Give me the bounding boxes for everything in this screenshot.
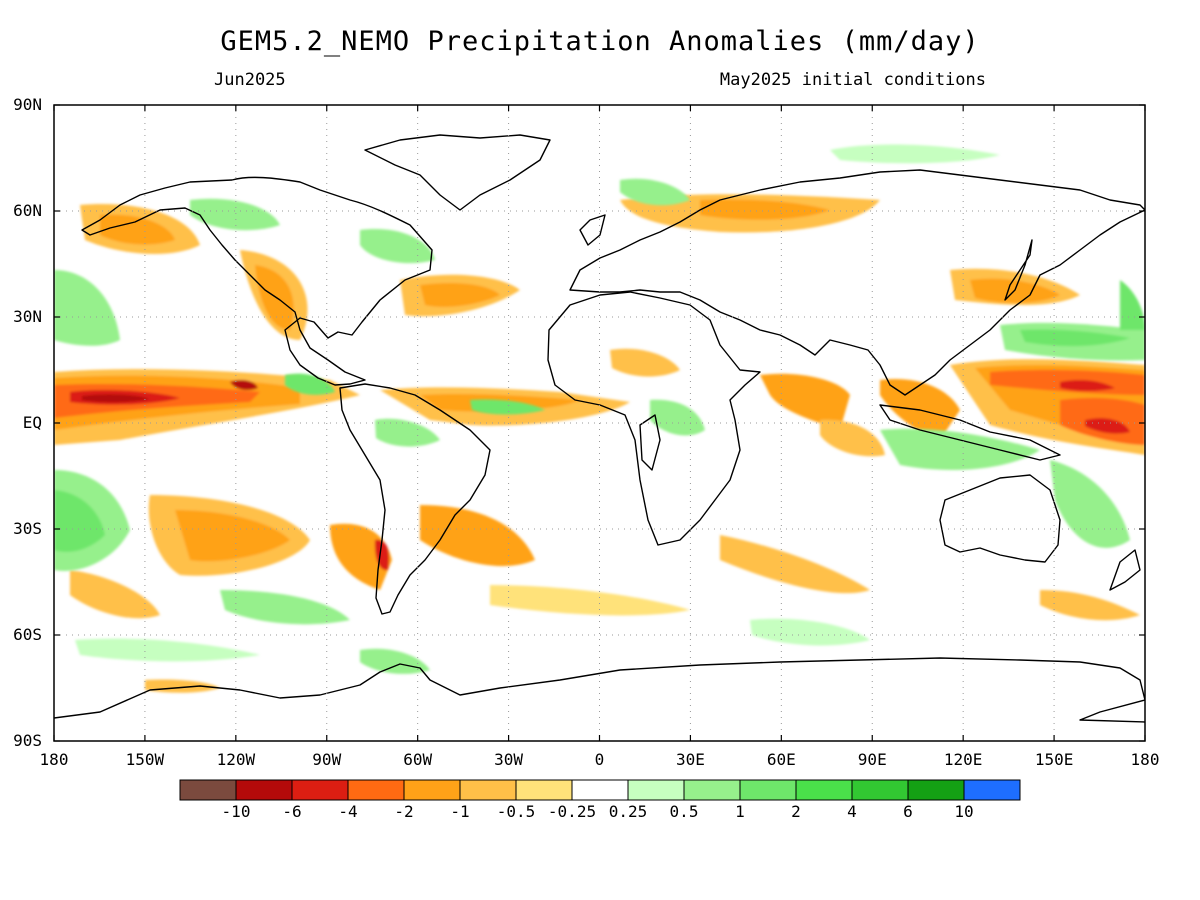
initial-conditions: May2025 initial conditions — [719, 70, 986, 90]
colorbar-tick-label: 10 — [954, 802, 974, 821]
colorbar-tick-label: 4 — [847, 802, 857, 821]
lat-label: 90S — [13, 731, 42, 750]
negative-anomalies — [54, 194, 1145, 693]
colorbar-tick-label: -4 — [338, 802, 358, 821]
colorbar-swatch — [907, 779, 965, 801]
axis-ticks — [53, 104, 1146, 742]
colorbar-tick-label: -10 — [221, 802, 251, 821]
chart-title: GEM5.2_NEMO Precipitation Anomalies (mm/… — [220, 26, 980, 57]
colorbar-swatch — [683, 779, 741, 801]
lon-label: 180 — [1130, 750, 1160, 769]
lon-label: 60W — [403, 750, 433, 769]
colorbar-swatch — [963, 779, 1021, 801]
new-zealand-coast — [1109, 549, 1141, 591]
colorbar-tick-label: -0.5 — [496, 802, 536, 821]
lon-label: 120E — [943, 750, 983, 769]
eurasia-coast — [569, 169, 1145, 396]
coastlines — [54, 134, 1145, 723]
lat-label: 30N — [13, 307, 42, 326]
lon-label: 120W — [216, 750, 256, 769]
colorbar-tick-label: -0.25 — [547, 802, 597, 821]
colorbar-tick-label: 2 — [791, 802, 801, 821]
colorbar-swatch — [739, 779, 797, 801]
anomaly-field — [54, 134, 1145, 723]
lat-label: 60N — [13, 201, 42, 220]
lon-label: 30E — [675, 750, 705, 769]
colorbar-swatch — [235, 779, 293, 801]
australia-coast — [939, 474, 1061, 563]
colorbar-swatch — [571, 779, 629, 801]
colorbar-swatch — [403, 779, 461, 801]
colorbar-swatch — [459, 779, 517, 801]
lon-label: 90E — [857, 750, 887, 769]
lon-label: 60E — [766, 750, 796, 769]
british-isles-coast — [579, 214, 606, 246]
colorbar-swatch — [851, 779, 909, 801]
north-america-coast — [81, 176, 433, 386]
colorbar-tick-label: -6 — [282, 802, 302, 821]
colorbar — [179, 779, 1021, 801]
africa-coast — [547, 291, 761, 546]
graticule — [54, 105, 1145, 741]
lat-label: 30S — [13, 519, 42, 538]
colorbar-tick-label: -1 — [450, 802, 470, 821]
colorbar-swatch — [179, 779, 237, 801]
colorbar-swatch — [515, 779, 573, 801]
colorbar-tick-label: 0.5 — [669, 802, 699, 821]
colorbar-swatch — [291, 779, 349, 801]
lon-label: 30W — [494, 750, 524, 769]
colorbar-tick-label: 1 — [735, 802, 745, 821]
colorbar-swatch — [627, 779, 685, 801]
lon-label: 90W — [312, 750, 342, 769]
positive-anomalies — [54, 144, 1145, 674]
japan-coast — [1004, 239, 1033, 301]
colorbar-tick-label: 6 — [903, 802, 913, 821]
greenland-coast — [364, 134, 551, 211]
madagascar-coast — [639, 414, 661, 471]
colorbar-tick-label: 0.25 — [608, 802, 648, 821]
maritime-continent-coast — [879, 404, 1061, 461]
antarctica-coast — [54, 657, 1145, 723]
colorbar-tick-label: -2 — [394, 802, 414, 821]
colorbar-swatch — [795, 779, 853, 801]
south-america-coast — [339, 383, 491, 615]
lat-label: 60S — [13, 625, 42, 644]
lon-label: 150E — [1034, 750, 1074, 769]
lon-label: 180 — [39, 750, 69, 769]
lat-label: 90N — [13, 95, 42, 114]
forecast-month: Jun2025 — [214, 70, 286, 90]
colorbar-swatch — [347, 779, 405, 801]
lon-label: 150W — [125, 750, 165, 769]
lon-label: 0 — [594, 750, 605, 769]
lat-label: EQ — [22, 413, 42, 432]
